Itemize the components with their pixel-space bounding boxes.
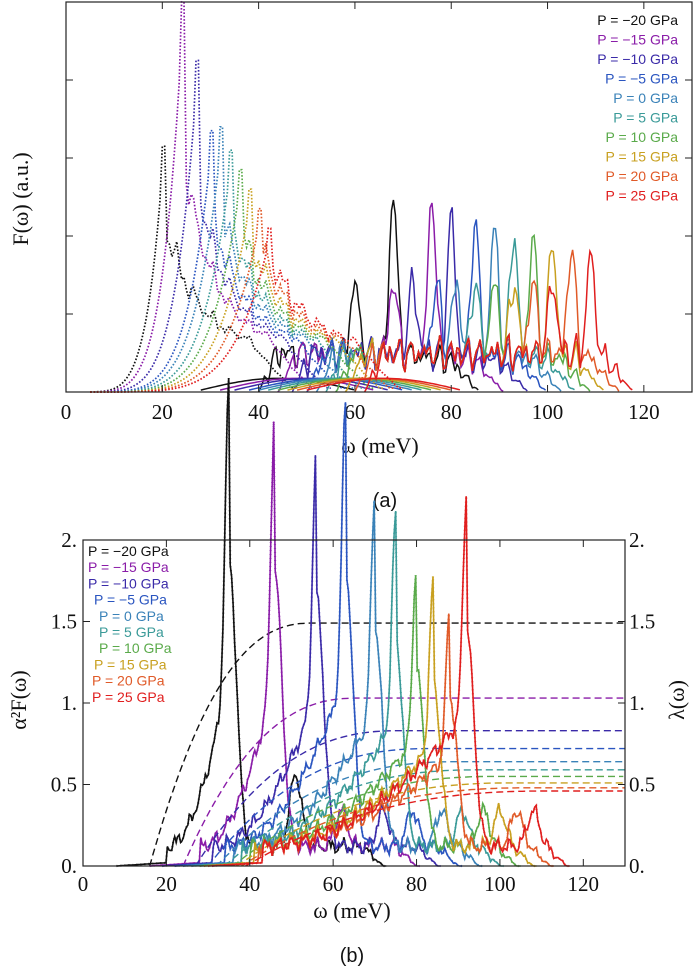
dos-low-band-curve <box>200 377 355 391</box>
lambda-curve <box>207 747 625 867</box>
panel-a-legend: P = −20 GPa P = −15 GPa P = −10 GPa P = −5 … <box>597 12 678 204</box>
y-tick-label: 0. <box>61 854 77 878</box>
legend-entry: P = −20 GPa <box>88 543 169 559</box>
eliashberg-dotted-curve <box>162 455 441 868</box>
panel-b-x-ticks: 0 20 40 60 80 100 120 <box>78 540 599 896</box>
lambda-curve <box>236 782 625 867</box>
eliashberg-dotted-curve <box>183 500 483 868</box>
eliashberg-dotted-curve <box>212 496 570 868</box>
x-tick-label: 80 <box>406 872 427 896</box>
lambda-curve <box>241 787 625 867</box>
lambda-curve <box>195 730 623 867</box>
dos-optic-curve <box>291 207 528 393</box>
x-tick-label: 80 <box>441 400 462 424</box>
panel-b-y-ticks-right: 0. 0.5 1. 1.5 2. <box>618 528 655 878</box>
legend-entry: P = 20 GPa <box>92 673 165 689</box>
x-tick-label: 0 <box>61 400 72 424</box>
x-tick-label: 20 <box>156 872 177 896</box>
legend-entry: P = −5 GPa <box>605 71 678 87</box>
lambda-curve <box>182 697 624 867</box>
panel-a-curves <box>90 1 633 393</box>
panel-a-frame <box>65 1 693 393</box>
panel-a-y-ticks <box>66 79 692 315</box>
x-tick-label: 0 <box>78 872 89 896</box>
dos-acoustic-curve <box>90 1 317 393</box>
eliashberg-dotted-curve <box>199 575 521 868</box>
panel-b-y-label-right: λ(ω) <box>664 680 689 720</box>
y-tick-label-right: 2. <box>629 528 645 552</box>
panel-b-curves <box>116 377 625 868</box>
panel-b-y-ticks: 0. 0.5 1. 1.5 2. <box>51 528 90 878</box>
panel-a-label: (a) <box>373 490 397 512</box>
legend-entry: P = 5 GPa <box>613 110 678 126</box>
panel-a-x-ticks: 0 20 40 60 80 100 120 <box>61 2 660 424</box>
lambda-curve <box>245 790 623 867</box>
legend-entry: P = 10 GPa <box>605 129 678 145</box>
legend-entry: P = −20 GPa <box>597 12 678 28</box>
x-tick-label: 100 <box>532 400 564 424</box>
x-tick-label: 120 <box>628 400 660 424</box>
x-tick-label: 100 <box>484 872 516 896</box>
panel-b-y-label: α²F(ω) <box>6 670 31 730</box>
legend-entry: P = 25 GPa <box>605 188 678 204</box>
legend-entry: P = 15 GPa <box>605 149 678 165</box>
lambda-curve <box>232 775 624 867</box>
x-tick-label: 120 <box>568 872 600 896</box>
legend-entry: P = −10 GPa <box>88 575 169 591</box>
x-tick-label: 20 <box>152 400 173 424</box>
legend-entry: P = 5 GPa <box>99 624 164 640</box>
legend-entry: P = −15 GPa <box>88 559 169 575</box>
y-tick-label: 0.5 <box>51 773 77 797</box>
legend-entry: P = −5 GPa <box>94 592 167 608</box>
legend-entry: P = 0 GPa <box>99 608 164 624</box>
legend-entry: P = 10 GPa <box>99 640 172 656</box>
y-tick-label: 1.5 <box>51 610 77 634</box>
legend-entry: P = 20 GPa <box>605 168 678 184</box>
lambda-curve <box>149 622 624 867</box>
panel-b-label: (b) <box>340 945 364 967</box>
legend-entry: P = 0 GPa <box>613 90 678 106</box>
eliashberg-dotted-curve <box>191 510 504 868</box>
y-tick-label: 2. <box>61 528 77 552</box>
y-tick-label: 1. <box>61 691 77 715</box>
x-tick-label: 60 <box>323 872 344 896</box>
dos-acoustic-curve <box>90 59 331 393</box>
dos-acoustic-curve <box>90 207 394 393</box>
dos-optic-curve <box>363 248 633 393</box>
y-tick-label-right: 1. <box>629 691 645 715</box>
dos-acoustic-curve <box>90 145 298 393</box>
dos-low-band-curve <box>306 377 461 391</box>
legend-entry: P = −10 GPa <box>597 51 678 67</box>
eliashberg-curve <box>183 500 483 867</box>
panel-a-y-label: F(ω) (a.u.) <box>8 152 33 245</box>
dos-acoustic-curve <box>90 168 375 393</box>
y-tick-label-right: 1.5 <box>629 610 655 634</box>
y-tick-label-right: 0.5 <box>629 773 655 797</box>
panel-b-x-label: ω (meV) <box>313 898 390 923</box>
legend-entry: P = −15 GPa <box>597 32 678 48</box>
legend-entry: P = 15 GPa <box>94 656 167 672</box>
eliashberg-curve <box>212 496 570 867</box>
dos-acoustic-curve <box>90 125 355 393</box>
panel-a-x-label: ω (meV) <box>341 433 418 458</box>
y-tick-label-right: 0. <box>629 854 645 878</box>
legend-entry: P = 25 GPa <box>92 689 165 705</box>
x-tick-label: 60 <box>344 400 365 424</box>
panel-b: 0 20 40 60 80 100 120 0. 0.5 1. 1.5 2. 0. 0.5 1. 1.5 2… <box>6 377 689 967</box>
lambda-curve <box>215 761 624 867</box>
x-tick-label: 40 <box>248 400 269 424</box>
x-tick-label: 40 <box>239 872 260 896</box>
